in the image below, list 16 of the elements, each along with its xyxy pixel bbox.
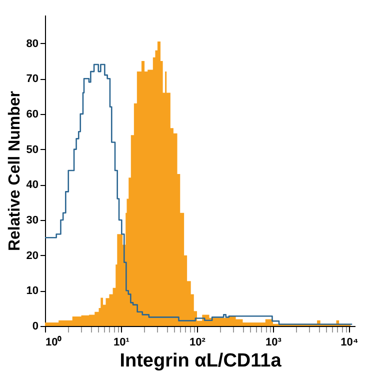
y-tick-label: 40 <box>26 179 38 192</box>
y-tick-label: 30 <box>26 214 38 226</box>
x-tick-label: 10⁴ <box>340 336 358 348</box>
x-axis-title: Integrin αL/CD11a <box>120 350 282 372</box>
y-tick-label: 70 <box>26 73 38 86</box>
y-tick-label: 10 <box>26 285 38 298</box>
x-tick-label: 10⁰ <box>46 336 62 348</box>
x-tick-label: 10² <box>190 336 206 348</box>
y-tick-label: 60 <box>26 108 38 120</box>
y-tick-label: 80 <box>26 38 38 50</box>
y-tick-label: 50 <box>26 144 38 156</box>
x-tick-label: 10¹ <box>114 336 130 348</box>
y-tick-label: 20 <box>26 250 38 262</box>
x-tick-label: 10³ <box>266 336 282 348</box>
y-axis-title: Relative Cell Number <box>6 90 24 252</box>
y-tick-label: 0 <box>32 320 38 332</box>
